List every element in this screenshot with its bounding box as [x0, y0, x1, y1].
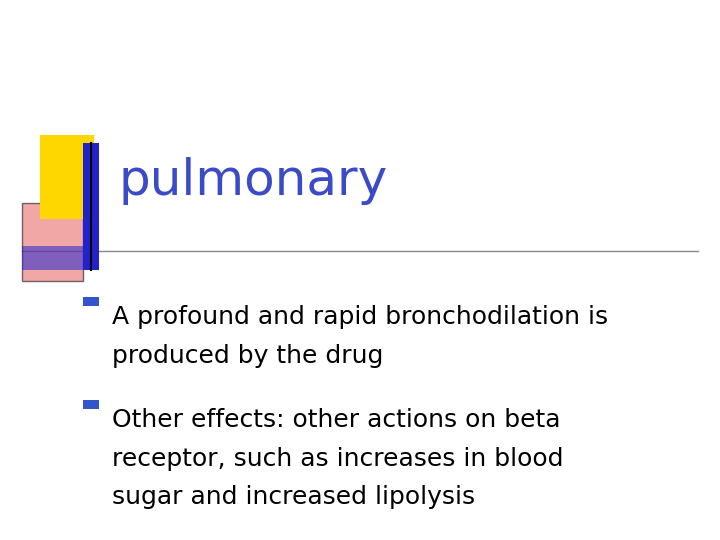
Text: produced by the drug: produced by the drug [112, 344, 383, 368]
Text: sugar and increased lipolysis: sugar and increased lipolysis [112, 485, 474, 509]
Text: receptor, such as increases in blood: receptor, such as increases in blood [112, 447, 563, 470]
FancyBboxPatch shape [22, 202, 83, 281]
Text: A profound and rapid bronchodilation is: A profound and rapid bronchodilation is [112, 305, 608, 329]
Bar [83, 297, 99, 306]
Text: Other effects: other actions on beta: Other effects: other actions on beta [112, 408, 560, 431]
Bar [83, 143, 99, 270]
Text: pulmonary: pulmonary [119, 157, 388, 205]
Bar [22, 246, 99, 270]
Bar [40, 135, 94, 219]
Bar [83, 400, 99, 409]
